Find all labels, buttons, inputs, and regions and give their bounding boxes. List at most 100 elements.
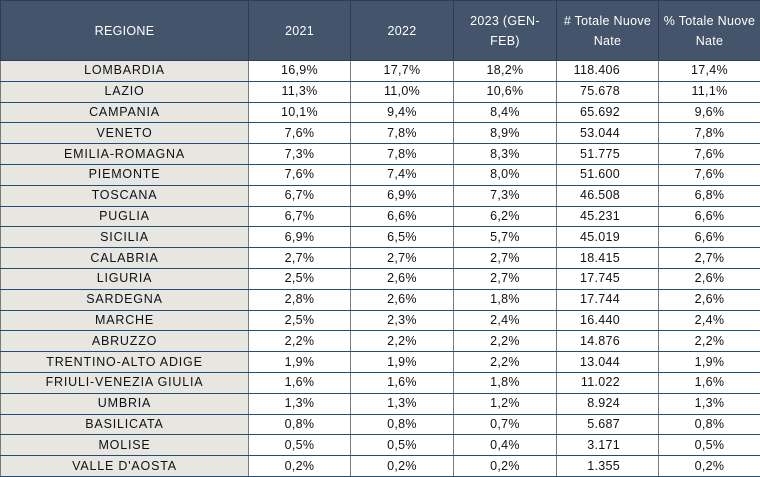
cell-total-count: 1.355	[556, 455, 659, 477]
cell-2022: 2,6%	[350, 288, 454, 311]
cell-2023: 10,6%	[453, 80, 557, 103]
table-row: BASILICATA 0,8% 0,8% 0,7% 5.687 0,8%	[0, 413, 760, 436]
cell-2022: 6,9%	[350, 184, 454, 207]
cell-total-count: 75.678	[556, 80, 659, 103]
cell-total-percent: 0,2%	[658, 455, 760, 477]
cell-2022: 9,4%	[350, 101, 454, 124]
cell-region: CAMPANIA	[0, 101, 249, 124]
table-row: SICILIA 6,9% 6,5% 5,7% 45.019 6,6%	[0, 226, 760, 249]
cell-2021: 0,2%	[248, 455, 351, 477]
cell-total-percent: 6,6%	[658, 205, 760, 228]
cell-total-count: 17.745	[556, 267, 659, 290]
cell-total-count: 65.692	[556, 101, 659, 124]
cell-2022: 7,8%	[350, 122, 454, 145]
cell-total-percent: 1,6%	[658, 371, 760, 394]
cell-region: LAZIO	[0, 80, 249, 103]
cell-2021: 0,8%	[248, 413, 351, 436]
cell-2021: 6,9%	[248, 226, 351, 249]
cell-2023: 8,3%	[453, 143, 557, 165]
cell-2021: 2,8%	[248, 288, 351, 311]
cell-total-count: 51.600	[556, 163, 659, 186]
cell-total-count: 118.406	[556, 60, 659, 82]
cell-2021: 1,6%	[248, 371, 351, 394]
cell-2022: 2,2%	[350, 330, 454, 353]
table-row: CAMPANIA 10,1% 9,4% 8,4% 65.692 9,6%	[0, 101, 760, 124]
cell-2022: 2,3%	[350, 309, 454, 332]
cell-total-percent: 7,8%	[658, 122, 760, 145]
cell-2022: 0,2%	[350, 455, 454, 477]
cell-total-percent: 2,6%	[658, 267, 760, 290]
cell-region: SICILIA	[0, 226, 249, 249]
table-row: MARCHE 2,5% 2,3% 2,4% 16.440 2,4%	[0, 309, 760, 332]
cell-2022: 1,3%	[350, 392, 454, 415]
cell-region: PIEMONTE	[0, 163, 249, 186]
cell-region: VENETO	[0, 122, 249, 145]
table-row: TRENTINO-ALTO ADIGE 1,9% 1,9% 2,2% 13.044 1,9…	[0, 351, 760, 373]
cell-total-count: 5.687	[556, 413, 659, 436]
cell-total-count: 45.019	[556, 226, 659, 249]
cell-2021: 10,1%	[248, 101, 351, 124]
cell-region: PUGLIA	[0, 205, 249, 228]
table-body: LOMBARDIA 16,9% 17,7% 18,2% 118.406 17,4% LAZI…	[0, 60, 760, 477]
table-row: CALABRIA 2,7% 2,7% 2,7% 18.415 2,7%	[0, 247, 760, 269]
cell-2021: 1,9%	[248, 351, 351, 373]
cell-2021: 16,9%	[248, 60, 351, 82]
cell-total-count: 51.775	[556, 143, 659, 165]
cell-total-percent: 0,8%	[658, 413, 760, 436]
cell-2022: 7,8%	[350, 143, 454, 165]
cell-total-count: 3.171	[556, 434, 659, 457]
cell-region: SARDEGNA	[0, 288, 249, 311]
cell-2023: 8,4%	[453, 101, 557, 124]
table-row: FRIULI-VENEZIA GIULIA 1,6% 1,6% 1,8% 11.022 1…	[0, 371, 760, 394]
cell-region: EMILIA-ROMAGNA	[0, 143, 249, 165]
cell-2022: 0,8%	[350, 413, 454, 436]
table-row: LIGURIA 2,5% 2,6% 2,7% 17.745 2,6%	[0, 267, 760, 290]
cell-2023: 0,2%	[453, 455, 557, 477]
cell-2021: 2,2%	[248, 330, 351, 353]
cell-2023: 8,9%	[453, 122, 557, 145]
cell-2021: 2,5%	[248, 309, 351, 332]
cell-total-count: 14.876	[556, 330, 659, 353]
cell-total-count: 11.022	[556, 371, 659, 394]
cell-region: TOSCANA	[0, 184, 249, 207]
cell-total-percent: 11,1%	[658, 80, 760, 103]
cell-2023: 2,7%	[453, 267, 557, 290]
cell-2023: 2,7%	[453, 247, 557, 269]
cell-2021: 2,7%	[248, 247, 351, 269]
header-regione: REGIONE	[0, 0, 249, 61]
cell-2023: 18,2%	[453, 60, 557, 82]
cell-2022: 6,5%	[350, 226, 454, 249]
cell-total-percent: 2,4%	[658, 309, 760, 332]
cell-2023: 5,7%	[453, 226, 557, 249]
cell-total-count: 18.415	[556, 247, 659, 269]
cell-2021: 2,5%	[248, 267, 351, 290]
cell-total-percent: 2,2%	[658, 330, 760, 353]
cell-total-count: 16.440	[556, 309, 659, 332]
cell-total-percent: 6,6%	[658, 226, 760, 249]
cell-2022: 7,4%	[350, 163, 454, 186]
cell-2021: 7,3%	[248, 143, 351, 165]
cell-2021: 0,5%	[248, 434, 351, 457]
table-row: ABRUZZO 2,2% 2,2% 2,2% 14.876 2,2%	[0, 330, 760, 353]
table-row: VALLE D'AOSTA 0,2% 0,2% 0,2% 1.355 0,2%	[0, 455, 760, 477]
cell-2023: 0,7%	[453, 413, 557, 436]
cell-region: VALLE D'AOSTA	[0, 455, 249, 477]
cell-2021: 7,6%	[248, 122, 351, 145]
cell-region: LOMBARDIA	[0, 60, 249, 82]
table-row: TOSCANA 6,7% 6,9% 7,3% 46.508 6,8%	[0, 184, 760, 207]
table-row: SARDEGNA 2,8% 2,6% 1,8% 17.744 2,6%	[0, 288, 760, 311]
cell-region: ABRUZZO	[0, 330, 249, 353]
cell-2023: 1,8%	[453, 371, 557, 394]
cell-total-percent: 9,6%	[658, 101, 760, 124]
cell-total-percent: 7,6%	[658, 143, 760, 165]
cell-2021: 11,3%	[248, 80, 351, 103]
header-2023: 2023 (GEN-FEB)	[453, 0, 557, 61]
header-total-percent: % Totale Nuove Nate	[658, 0, 760, 61]
header-total-count: # Totale Nuove Nate	[556, 0, 659, 61]
table-row: UMBRIA 1,3% 1,3% 1,2% 8.924 1,3%	[0, 392, 760, 415]
cell-total-count: 17.744	[556, 288, 659, 311]
cell-2022: 0,5%	[350, 434, 454, 457]
cell-region: MOLISE	[0, 434, 249, 457]
table-row: LAZIO 11,3% 11,0% 10,6% 75.678 11,1%	[0, 80, 760, 103]
cell-2021: 1,3%	[248, 392, 351, 415]
